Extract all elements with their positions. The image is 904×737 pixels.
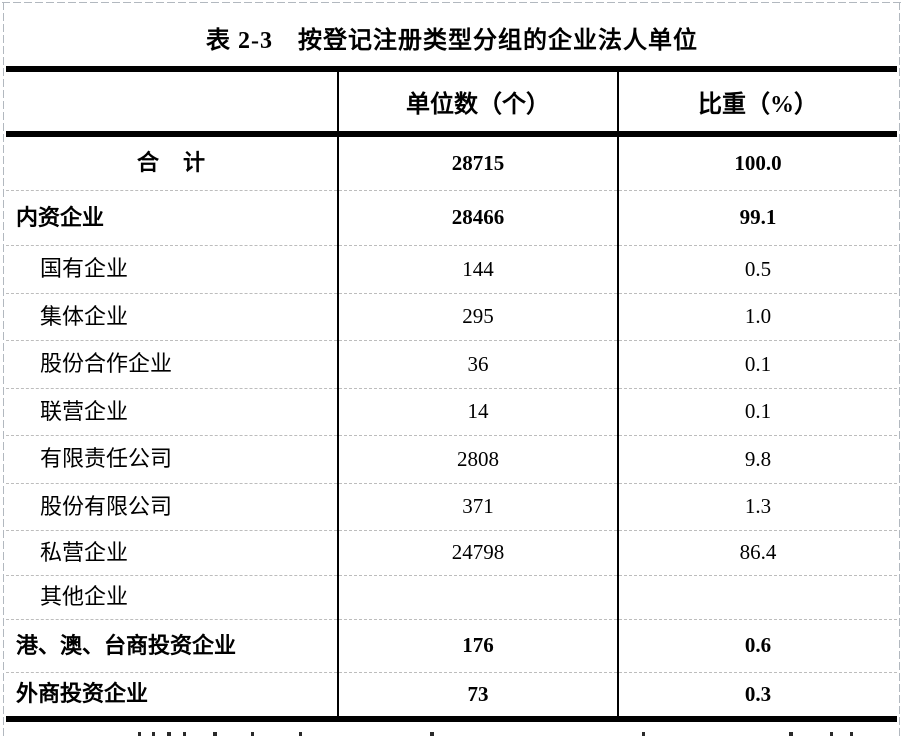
page-boundary-left <box>3 2 4 737</box>
share-value: 0.1 <box>618 339 897 388</box>
table-row: 集体企业 295 1.0 <box>6 292 897 340</box>
data-table: 单位数（个） 比重（%） 合 计 28715 100.0 内资企业 28466 … <box>6 66 897 722</box>
units-value: 371 <box>338 482 619 530</box>
page-boundary-top <box>2 2 902 3</box>
row-label: 合 计 <box>6 134 339 190</box>
share-value: 1.3 <box>618 482 897 530</box>
table-row: 内资企业 28466 99.1 <box>6 189 897 245</box>
share-value: 0.6 <box>618 618 897 672</box>
col-header-share: 比重（%） <box>618 69 897 137</box>
col-header-category <box>6 69 339 137</box>
share-value: 9.8 <box>618 434 897 483</box>
units-value: 28715 <box>338 134 619 190</box>
units-value: 2808 <box>338 434 619 483</box>
row-label: 港、澳、台商投资企业 <box>6 618 339 672</box>
page-boundary-right <box>899 2 900 737</box>
share-value: 99.1 <box>618 189 897 245</box>
table-row: 其他企业 <box>6 574 897 619</box>
share-value: 1.0 <box>618 292 897 340</box>
row-label: 内资企业 <box>6 189 339 245</box>
table-row: 股份合作企业 36 0.1 <box>6 339 897 388</box>
units-value: 176 <box>338 618 619 672</box>
row-label: 股份有限公司 <box>6 482 339 530</box>
row-label: 外商投资企业 <box>6 671 339 719</box>
share-value: 86.4 <box>618 529 897 575</box>
units-value: 24798 <box>338 529 619 575</box>
row-label: 联营企业 <box>6 387 339 435</box>
share-value: 0.3 <box>618 671 897 719</box>
row-label: 私营企业 <box>6 529 339 575</box>
units-value: 295 <box>338 292 619 340</box>
row-label: 有限责任公司 <box>6 434 339 483</box>
row-label: 集体企业 <box>6 292 339 340</box>
units-value: 28466 <box>338 189 619 245</box>
table-row: 联营企业 14 0.1 <box>6 387 897 435</box>
table-row: 有限责任公司 2808 9.8 <box>6 434 897 483</box>
units-value: 14 <box>338 387 619 435</box>
clipped-text-remnant <box>0 732 904 737</box>
table-row: 股份有限公司 371 1.3 <box>6 482 897 530</box>
header-row: 单位数（个） 比重（%） <box>6 69 897 137</box>
units-value: 73 <box>338 671 619 719</box>
share-value: 0.1 <box>618 387 897 435</box>
share-value: 0.5 <box>618 244 897 293</box>
share-value <box>618 574 897 619</box>
row-label: 股份合作企业 <box>6 339 339 388</box>
share-value: 100.0 <box>734 150 782 175</box>
row-label: 国有企业 <box>6 244 339 293</box>
units-value: 144 <box>338 244 619 293</box>
units-value: 36 <box>338 339 619 388</box>
table-row-total: 合 计 28715 100.0 <box>6 134 897 190</box>
table-row: 港、澳、台商投资企业 176 0.6 <box>6 618 897 672</box>
table-row: 私营企业 24798 86.4 <box>6 529 897 575</box>
units-value <box>338 574 619 619</box>
page-title: 表 2-3 按登记注册类型分组的企业法人单位 <box>206 27 698 54</box>
col-header-units: 单位数（个） <box>338 69 619 137</box>
table-row: 外商投资企业 73 0.3 <box>6 671 897 719</box>
row-label: 其他企业 <box>6 574 339 619</box>
table-row: 国有企业 144 0.5 <box>6 244 897 293</box>
